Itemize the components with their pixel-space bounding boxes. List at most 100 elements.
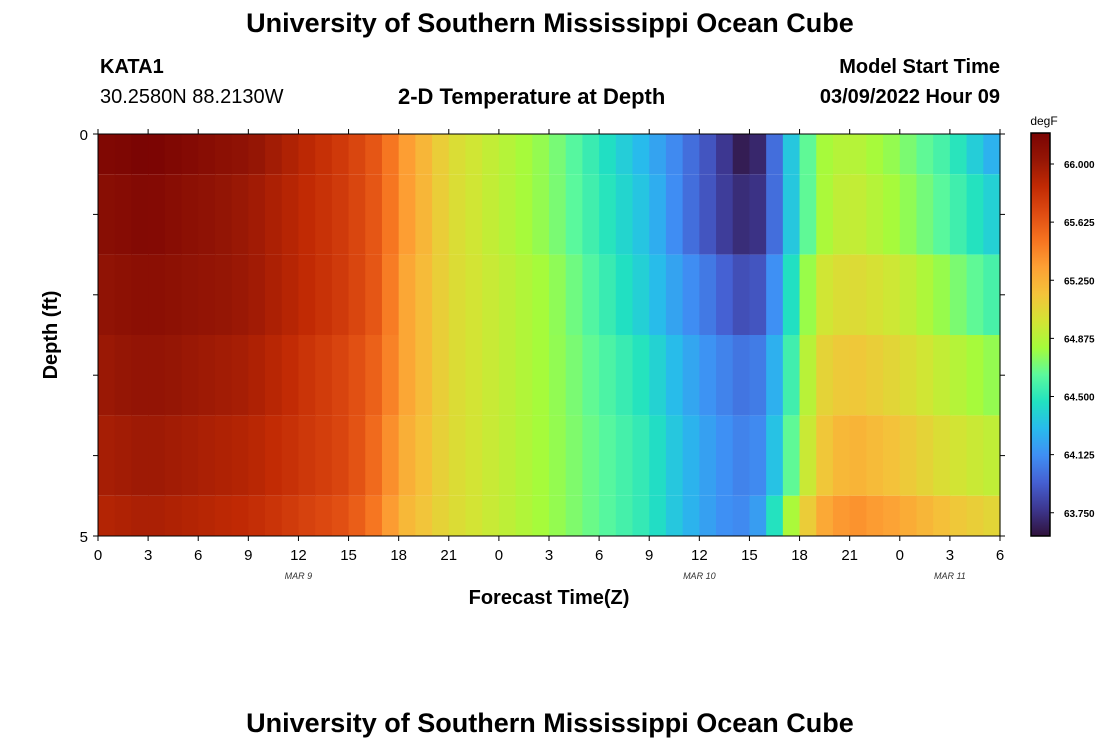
colorbar-label: 65.250 [1064,276,1095,287]
heatmap-cell [732,254,751,335]
heatmap-cell [448,495,467,536]
heatmap-cell [365,495,383,536]
heatmap-cell [248,254,266,335]
heatmap-cell [131,415,149,496]
heatmap-cell [599,495,617,536]
heatmap-cell [298,174,316,255]
heatmap-cell [365,335,383,416]
heatmap-cell [231,335,249,416]
x-date-label: MAR 9 [285,571,313,581]
heatmap-cell [599,134,617,175]
heatmap-cell [565,415,583,496]
heatmap-cell [298,495,316,536]
heatmap-cell [131,134,149,175]
heatmap-cell [131,174,149,255]
heatmap-cell [315,254,333,335]
heatmap-cell [198,174,216,255]
heatmap-cell [832,415,851,496]
heatmap-cell [899,415,918,496]
heatmap-cell [248,415,266,496]
heatmap-cell [448,174,467,255]
heatmap-cell [348,415,366,496]
heatmap-cell [665,174,684,255]
heatmap-cell [432,495,450,536]
heatmap-cell [214,415,233,496]
heatmap-cell [515,254,533,335]
heatmap-cell [615,415,634,496]
heatmap-cell [381,254,400,335]
heatmap-cell [549,174,567,255]
heatmap-cell [148,335,166,416]
heatmap-cell [749,174,767,255]
heatmap-cell [649,134,667,175]
heatmap-cell [615,134,634,175]
heatmap-cell [966,415,984,496]
heatmap-cell [866,335,884,416]
heatmap-cell [682,254,700,335]
heatmap-cell [582,134,600,175]
x-tick-label: 6 [595,547,603,564]
heatmap-cell [799,134,817,175]
heatmap-cell [849,134,867,175]
heatmap-cell [315,495,333,536]
heatmap-cell [916,335,934,416]
heatmap-cell [164,174,183,255]
heatmap-cell [983,415,1001,496]
heatmap-cell [632,495,650,536]
heatmap-cell [181,335,199,416]
heatmap-cell [398,495,416,536]
x-tick-label: 0 [896,547,904,564]
heatmap-cell [883,335,901,416]
heatmap-cell [198,335,216,416]
heatmap-cell [198,495,216,536]
heatmap-cell [632,335,650,416]
heatmap-cell [482,134,500,175]
heatmap-cell [699,335,717,416]
heatmap-cell [949,415,968,496]
heatmap-cell [799,254,817,335]
heatmap-cell [164,254,183,335]
heatmap-cell [148,174,166,255]
y-axis-label: Depth (ft) [40,291,62,380]
heatmap-cell [365,134,383,175]
heatmap-cell [782,415,801,496]
heatmap-cell [949,174,968,255]
x-tick-label: 3 [144,547,152,564]
x-tick-label: 15 [340,547,357,564]
heatmap-cell [966,134,984,175]
heatmap-cell [181,415,199,496]
heatmap-cell [832,495,851,536]
heatmap-cell [532,335,550,416]
heatmap-cell [214,174,233,255]
footer-title: University of Southern Mississippi Ocean… [246,708,854,738]
heatmap-cell [682,335,700,416]
heatmap-cell [331,415,350,496]
heatmap-cell [532,415,550,496]
heatmap-cell [148,495,166,536]
colorbar-ticks: 66.000 65.625 65.250 64.875 64.500 64.125 63.7… [1050,160,1095,520]
heatmap-cell [381,134,400,175]
heatmap-cell [716,495,734,536]
heatmap-cell [331,254,350,335]
heatmap-cell [699,415,717,496]
heatmap-cell [782,134,801,175]
heatmap-cell [532,174,550,255]
heatmap-cell [983,335,1001,416]
heatmap-cell [866,415,884,496]
heatmap-cell [198,415,216,496]
heatmap-cell [515,174,533,255]
heatmap-cell [164,134,183,175]
x-tick-label: 6 [194,547,202,564]
heatmap-cell [148,415,166,496]
heatmap-cell [883,415,901,496]
heatmap-cell [866,495,884,536]
model-start-label: Model Start Time [839,56,1000,78]
heatmap-cell [816,134,834,175]
heatmap-cell [532,134,550,175]
heatmap-cell [415,415,433,496]
heatmap-cell [381,495,400,536]
heatmap-cell [565,335,583,416]
heatmap-cell [465,174,483,255]
axes: 0 3 6 9 12 15 18 21 0 3 6 9 12 15 18 21 0 3 6 MAR 9 MAR 10 MA… [80,127,1005,581]
heatmap-cell [298,415,316,496]
